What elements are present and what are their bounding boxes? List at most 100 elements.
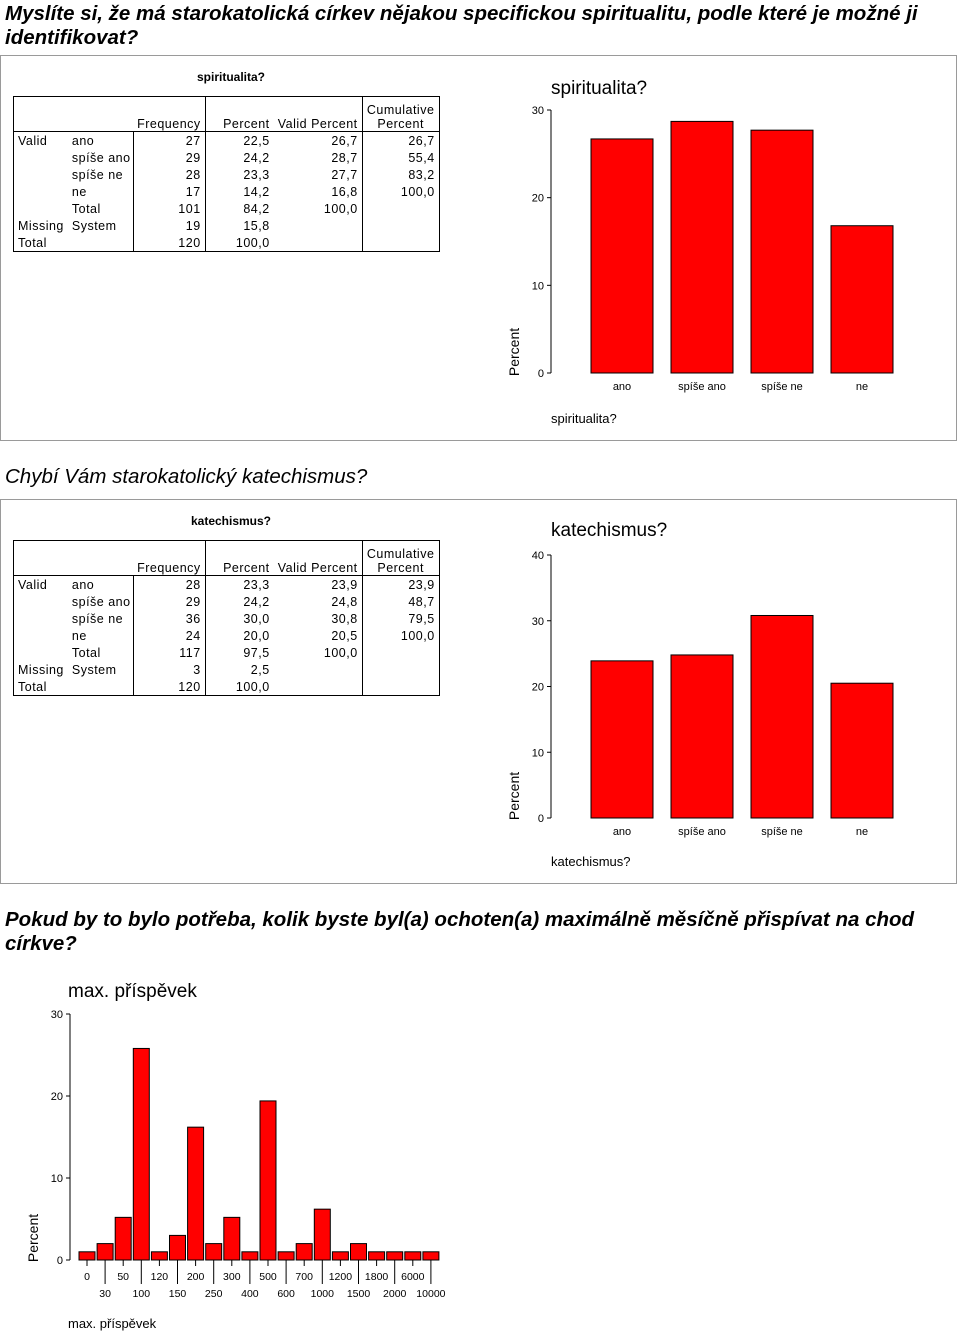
cell-frequency: 117: [133, 644, 206, 661]
panel-spiritualita: spiritualita? Frequency Percent Valid Perc…: [0, 55, 957, 441]
x-axis-label: max. příspěvek: [68, 1316, 157, 1331]
cell-valid-percent: 20,5: [273, 627, 363, 644]
row-label: System: [67, 661, 134, 678]
cell-valid-percent: [273, 234, 363, 252]
x-tick-label: ano: [613, 381, 631, 393]
freq-table-spiritualita: Frequency Percent Valid Percent Cumulative P…: [13, 96, 440, 252]
cell-frequency: 29: [133, 593, 206, 610]
cell-cumulative-percent: [362, 200, 439, 217]
y-axis-label: Percent: [506, 772, 522, 820]
bar: [241, 1251, 259, 1261]
table-row: Missing System 3 2,5: [14, 661, 440, 678]
x-tick-label: 400: [241, 1288, 259, 1300]
x-tick-label: 100: [133, 1288, 151, 1300]
cell-percent: 24,2: [243, 150, 270, 165]
question-2: Chybí Vám starokatolický katechismus?: [5, 465, 368, 488]
y-tick-label: 10: [51, 1173, 63, 1185]
cell-cumulative-percent: 26,7: [408, 133, 435, 148]
y-tick-label: 30: [51, 1009, 63, 1021]
table-row: Missing System 19 15,8: [14, 217, 440, 234]
x-tick-label: 250: [205, 1288, 223, 1300]
bar: [750, 129, 814, 374]
cell-percent: 97,5: [243, 645, 270, 660]
cell-valid-percent: 28,7: [273, 149, 363, 166]
x-tick-label: 1000: [311, 1288, 335, 1300]
table-row: Total 120 100,0: [13, 678, 440, 696]
bar: [404, 1251, 422, 1261]
header-blank: [13, 540, 134, 576]
cell-valid-percent: 23,9: [273, 575, 363, 593]
row-label: System: [67, 217, 134, 234]
bar: [670, 120, 734, 374]
row-group: Total: [13, 678, 68, 696]
cell-frequency: 101: [133, 200, 206, 217]
x-tick-label: spíše ne: [761, 381, 803, 393]
x-tick-label: spíše ne: [761, 826, 803, 838]
cell-cumulative-percent: [362, 644, 439, 661]
bar: [830, 225, 894, 374]
x-tick-label: ne: [856, 826, 868, 838]
bar-chart-max-prispevek: max. příspěvek0102030Percent030501001201…: [25, 981, 446, 1331]
x-tick-label: 300: [223, 1271, 241, 1283]
x-tick-label: 0: [84, 1271, 90, 1283]
cell-percent: 100,0: [205, 678, 274, 696]
y-tick-label: 10: [532, 280, 544, 292]
cell-cumulative-percent: 100,0: [400, 628, 435, 643]
y-tick-label: 20: [532, 682, 544, 694]
bar: [331, 1251, 349, 1261]
bar: [368, 1251, 386, 1261]
bar: [277, 1251, 295, 1261]
bar: [830, 682, 894, 819]
table-row: ne 17 14,2 16,8 100,0: [14, 183, 440, 200]
row-group: [14, 593, 68, 610]
cell-frequency: 24: [133, 627, 206, 644]
y-tick-label: 20: [51, 1091, 63, 1103]
row-group: Valid: [18, 133, 48, 148]
table-row: Valid ano 28 23,3 23,9 23,9: [14, 575, 440, 593]
bar: [670, 654, 734, 819]
cell-cumulative-percent: 100,0: [400, 184, 435, 199]
cell-valid-percent: 16,8: [273, 183, 363, 200]
x-tick-label: spíše ano: [678, 381, 726, 393]
header-cumulative-percent: Cumulative Percent: [362, 96, 440, 132]
y-tick-label: 0: [538, 813, 544, 825]
cell-valid-percent: 100,0: [273, 644, 363, 661]
cell-valid-percent: [273, 678, 363, 696]
row-group: [14, 166, 68, 183]
x-tick-label: 120: [151, 1271, 169, 1283]
table-row: Total 120 100,0: [13, 234, 440, 252]
table-row: Total 101 84,2 100,0: [14, 200, 440, 217]
table-row: Total 117 97,5 100,0: [14, 644, 440, 661]
cell-frequency: 29: [133, 149, 206, 166]
cell-percent: 20,0: [243, 628, 270, 643]
bar: [205, 1243, 223, 1261]
cell-cumulative-percent: 83,2: [408, 167, 435, 182]
table-row: spíše ne 36 30,0 30,8 79,5: [14, 610, 440, 627]
bar: [169, 1234, 186, 1261]
cell-cumulative-percent: 23,9: [408, 577, 435, 592]
header-percent: Percent: [205, 96, 274, 132]
cell-percent: 22,5: [243, 133, 270, 148]
row-label: ano: [67, 131, 134, 149]
row-group: [14, 200, 68, 217]
cell-frequency: 36: [133, 610, 206, 627]
x-tick-label: 500: [259, 1271, 277, 1283]
y-tick-label: 10: [532, 747, 544, 759]
bar: [590, 660, 654, 819]
cell-percent: 2,5: [250, 662, 270, 677]
cell-cumulative-percent: [362, 678, 440, 696]
x-tick-label: ne: [856, 381, 868, 393]
cell-cumulative-percent: [362, 234, 440, 252]
bar: [750, 614, 814, 819]
row-label: Total: [67, 644, 134, 661]
x-tick-label: 10000: [416, 1288, 445, 1300]
freq-table-katechismus: Frequency Percent Valid Percent Cumulative P…: [13, 540, 440, 696]
x-tick-label: ano: [613, 826, 631, 838]
bar: [313, 1208, 331, 1261]
x-tick-label: 600: [277, 1288, 295, 1300]
y-axis-label: Percent: [506, 328, 522, 376]
question-1: Myslíte si, že má starokatolická církev …: [5, 2, 918, 49]
x-tick-label: 2000: [383, 1288, 407, 1300]
cell-valid-percent: [273, 217, 363, 234]
row-group: [14, 149, 68, 166]
